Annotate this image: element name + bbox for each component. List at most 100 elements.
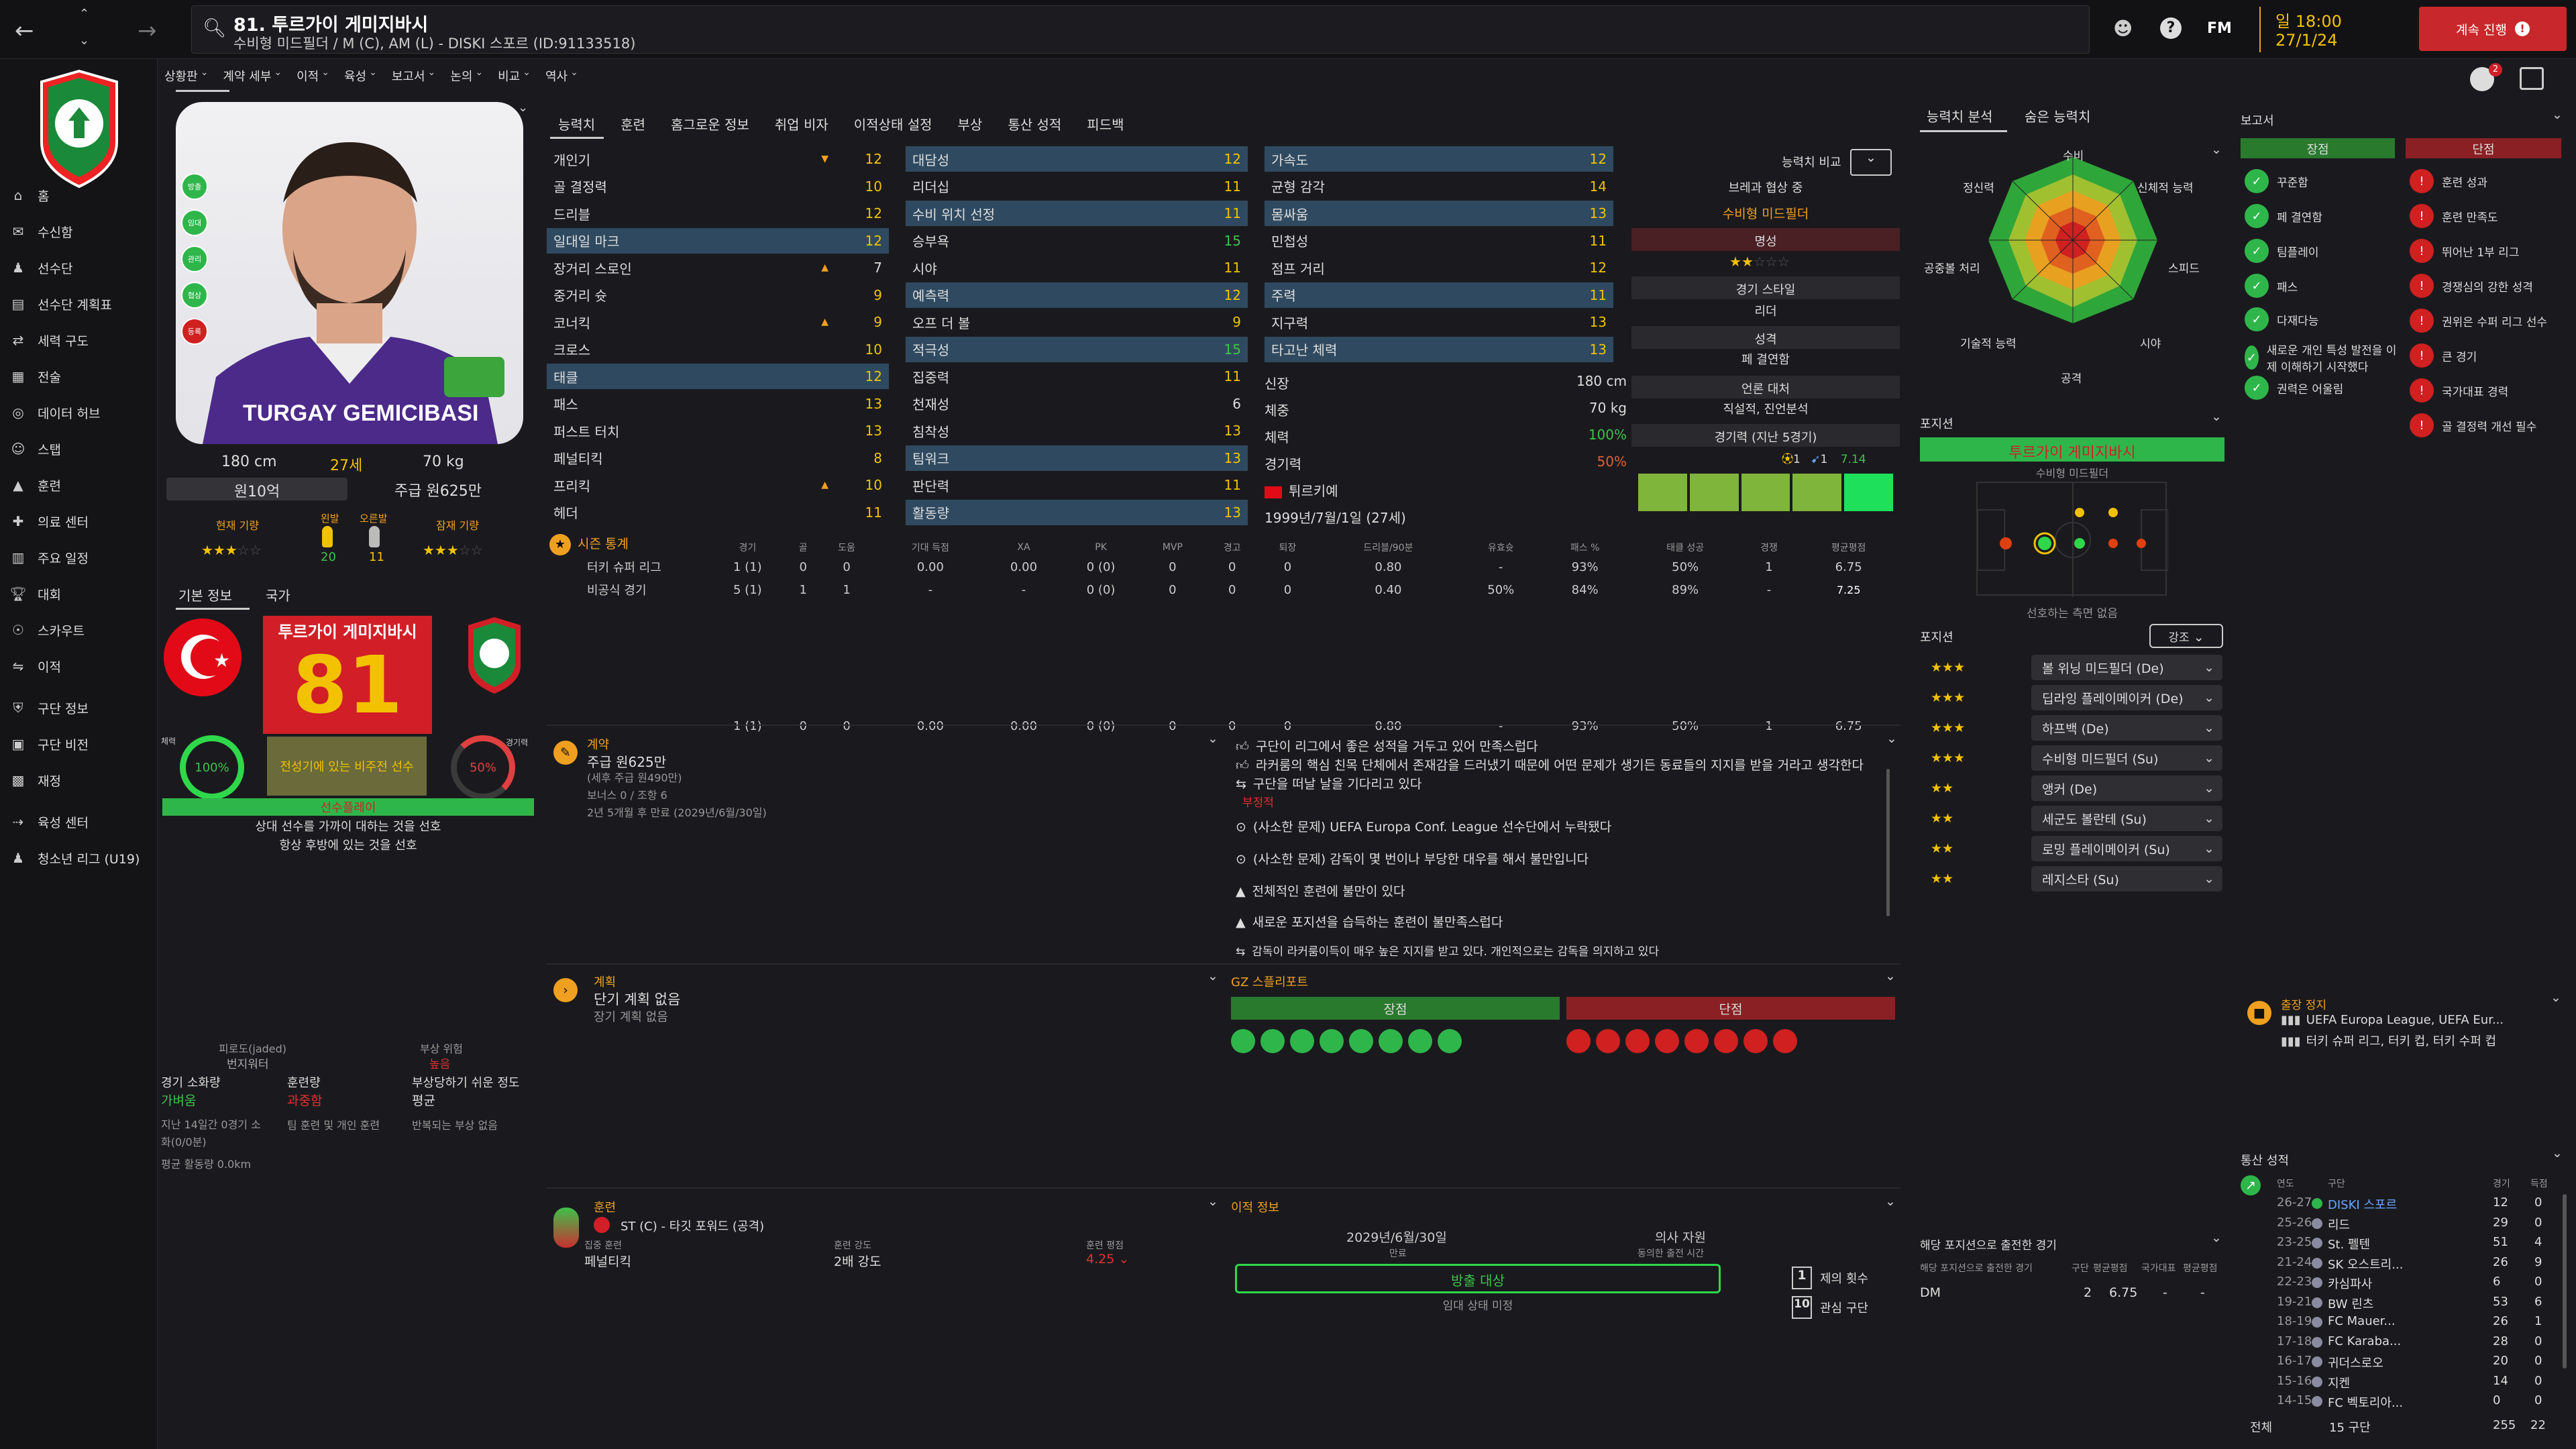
role-badge-2[interactable]: 관리 — [181, 246, 208, 272]
tab-1[interactable]: 훈련 — [621, 117, 646, 133]
role-select[interactable]: 앵커 (De) ⌄ — [2031, 775, 2222, 801]
role-select[interactable]: 레지스타 (Su) ⌄ — [2031, 866, 2222, 892]
role-row[interactable]: ★★ 레지스타 (Su) ⌄ — [1917, 866, 2222, 892]
gz-title[interactable]: GZ 스플리포트 — [1231, 975, 1308, 989]
history-up-icon[interactable]: ⌃ — [79, 7, 90, 21]
menu-item-6[interactable]: 비교 — [498, 70, 521, 84]
role-select[interactable]: 딥라잉 플레이메이커 (De) ⌄ — [2031, 685, 2222, 710]
report-collapse[interactable]: ⌄ — [2552, 107, 2563, 122]
social-icon[interactable]: ☻ — [2113, 17, 2133, 40]
layout-icon[interactable] — [2520, 67, 2544, 90]
forward-icon[interactable]: → — [138, 17, 157, 44]
column-toggle[interactable]: ⌄ — [518, 101, 529, 115]
tab-3[interactable]: 취업 비자 — [774, 117, 828, 133]
season-title[interactable]: 시즌 통계 — [578, 537, 629, 551]
menu-item-1[interactable]: 계약 세부 — [223, 70, 272, 84]
sidebar-item-0[interactable]: ⌂ 홈 — [0, 177, 157, 213]
position-collapse[interactable]: ⌄ — [2211, 409, 2222, 424]
career-row[interactable]: 23-25 St. 펠텐 51 4 — [2274, 1235, 2556, 1254]
sidebar-item-13[interactable]: ⇋ 이적 — [0, 648, 157, 684]
search-bar[interactable]: 🔍︎ 81. 투르가이 게미지바시 수비형 미드필더 / M (C), AM (… — [191, 5, 2090, 54]
role-row[interactable]: ★★★ 하프백 (De) ⌄ — [1917, 715, 2222, 741]
sidebar-item-7[interactable]: ☺ 스탭 — [0, 431, 157, 467]
menu-item-0[interactable]: 상황판 — [164, 70, 198, 84]
career-row[interactable]: 26-27 DISKI 스포르 12 0 — [2274, 1195, 2556, 1215]
role-select[interactable]: 세군도 볼란테 (Su) ⌄ — [2031, 806, 2222, 831]
role-row[interactable]: ★★★ 수비형 미드필더 (Su) ⌄ — [1917, 745, 2222, 771]
sidebar-item-8[interactable]: ▲ 훈련 — [0, 467, 157, 503]
role-badge-1[interactable]: 임대 — [181, 209, 208, 236]
history-down-icon[interactable]: ⌄ — [79, 34, 90, 48]
career-row[interactable]: 22-23 카심파사 6 0 — [2274, 1275, 2556, 1294]
plan-collapse[interactable]: ⌄ — [1208, 969, 1218, 983]
roles-filter[interactable]: 강조 ⌄ — [2149, 624, 2223, 648]
back-icon[interactable]: ← — [15, 17, 34, 44]
career-row[interactable]: 19-21 BW 린츠 53 6 — [2274, 1295, 2556, 1314]
sidebar-item-16[interactable]: ▩ 재정 — [0, 762, 157, 798]
role-select[interactable]: 하프백 (De) ⌄ — [2031, 715, 2222, 741]
training-title[interactable]: 훈련 — [594, 1201, 616, 1215]
role-badge-4[interactable]: 등록 — [181, 318, 208, 345]
suspension-collapse[interactable]: ⌄ — [2551, 990, 2561, 1005]
sidebar-item-3[interactable]: ▤ 선수단 계획표 — [0, 286, 157, 322]
sidebar-item-17[interactable]: ⇢ 육성 센터 — [0, 804, 157, 840]
continue-button[interactable]: 계속 진행 ! — [2419, 7, 2567, 51]
fm-menu[interactable]: FM — [2207, 20, 2232, 37]
role-row[interactable]: ★★ 세군도 볼란테 (Su) ⌄ — [1917, 806, 2222, 831]
role-select[interactable]: 볼 위닝 미드필더 (De) ⌄ — [2031, 655, 2222, 680]
sidebar-item-6[interactable]: ◎ 데이터 허브 — [0, 394, 157, 431]
role-badge-3[interactable]: 협상 — [181, 282, 208, 309]
career-row[interactable]: 21-24 SK 오스트리... 26 9 — [2274, 1255, 2556, 1275]
analysis-tab-attributes[interactable]: 능력치 분석 — [1927, 109, 1993, 125]
sidebar-item-5[interactable]: ▦ 전술 — [0, 358, 157, 394]
concerns-scrollbar[interactable] — [1886, 769, 1890, 916]
role-row[interactable]: ★★★ 볼 위닝 미드필더 (De) ⌄ — [1917, 655, 2222, 680]
sidebar-item-11[interactable]: 🏆︎ 대회 — [0, 576, 157, 612]
tab-4[interactable]: 이적상태 설정 — [853, 117, 932, 133]
role-row[interactable]: ★★ 앵커 (De) ⌄ — [1917, 775, 2222, 801]
transfer-title[interactable]: 이적 정보 — [1231, 1201, 1279, 1215]
info-tab-nation[interactable]: 국가 — [266, 588, 290, 604]
experience-collapse[interactable]: ⌄ — [2211, 1230, 2222, 1245]
sidebar-item-18[interactable]: ♟ 청소년 리그 (U19) — [0, 840, 157, 876]
compare-dropdown[interactable]: ⌄ — [1850, 149, 1892, 176]
menu-item-5[interactable]: 논의 — [450, 70, 473, 84]
info-tab-basic[interactable]: 기본 정보 — [178, 588, 232, 604]
role-select[interactable]: 로밍 플레이메이커 (Su) ⌄ — [2031, 836, 2222, 861]
sidebar-item-10[interactable]: ▥ 주요 일정 — [0, 539, 157, 576]
transfer-collapse[interactable]: ⌄ — [1885, 1194, 1896, 1209]
season-row[interactable]: 터키 슈퍼 리그 1 (1) 0 0 0.00 0.00 0 (0) 0 0 0 0.80 - 93% 5… — [547, 555, 1900, 578]
menu-item-4[interactable]: 보고서 — [391, 70, 425, 84]
career-row[interactable]: 25-26 리드 29 0 — [2274, 1216, 2556, 1235]
career-collapse[interactable]: ⌄ — [2552, 1146, 2563, 1161]
plan-title[interactable]: 계획 — [594, 975, 616, 989]
tab-2[interactable]: 홈그로운 정보 — [671, 117, 749, 133]
career-row[interactable]: 17-18 FC Karaba... 28 0 — [2274, 1334, 2556, 1354]
menu-item-7[interactable]: 역사 — [545, 70, 568, 84]
tab-7[interactable]: 피드백 — [1087, 117, 1124, 133]
menu-item-3[interactable]: 육성 — [343, 70, 367, 84]
club-logo[interactable] — [36, 68, 122, 189]
contract-title[interactable]: 계약 — [587, 738, 610, 752]
sidebar-item-12[interactable]: ☉ 스카우트 — [0, 612, 157, 648]
sidebar-item-14[interactable]: ⛨ 구단 정보 — [0, 690, 157, 726]
sidebar-item-15[interactable]: ▣ 구단 비전 — [0, 726, 157, 762]
career-row[interactable]: 14-15 FC 벡토리아... 0 0 — [2274, 1393, 2556, 1413]
contract-collapse[interactable]: ⌄ — [1208, 731, 1218, 746]
help-icon[interactable]: ? — [2160, 17, 2182, 39]
sidebar-item-4[interactable]: ⇄ 세력 구도 — [0, 322, 157, 358]
career-row[interactable]: 15-16 지켄 14 0 — [2274, 1374, 2556, 1393]
role-badge-0[interactable]: 방출 — [181, 173, 208, 200]
analysis-tab-hidden[interactable]: 숨은 능력치 — [2025, 109, 2091, 125]
career-row[interactable]: 18-19 FC Mauer... 26 1 — [2274, 1314, 2556, 1334]
sidebar-item-1[interactable]: ✉ 수신함 — [0, 213, 157, 250]
sidebar-item-2[interactable]: ♟ 선수단 — [0, 250, 157, 286]
career-scrollbar[interactable] — [2563, 1194, 2567, 1368]
roles-title[interactable]: 포지션 — [1920, 631, 1953, 645]
sidebar-item-9[interactable]: ✚ 의료 센터 — [0, 503, 157, 539]
training-collapse[interactable]: ⌄ — [1208, 1194, 1218, 1209]
season-row[interactable]: 비공식 경기 5 (1) 1 1 - - 0 (0) 0 0 0 0.40 50% 84% 89% - 7.2… — [547, 578, 1900, 601]
date-box[interactable]: 일 18:00 27/1/24 — [2259, 7, 2400, 52]
career-row[interactable]: 16-17 귀더스로오 20 0 — [2274, 1354, 2556, 1373]
concerns-collapse[interactable]: ⌄ — [1886, 731, 1897, 746]
